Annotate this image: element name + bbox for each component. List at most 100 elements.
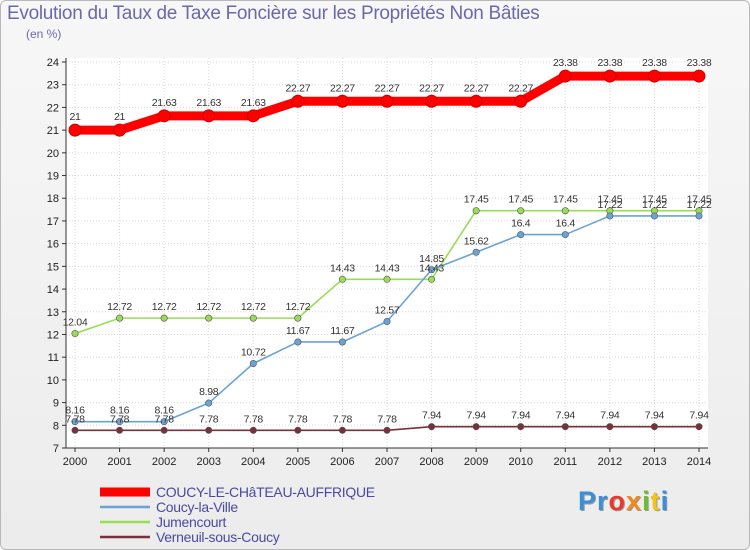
series-point-1 (71, 418, 79, 426)
data-label-1: 8.16 (110, 405, 130, 417)
series-point-1 (472, 248, 480, 256)
y-tick-label: 12 (47, 329, 59, 341)
series-point-1 (383, 318, 391, 326)
logo-letter: i (642, 486, 651, 516)
series-point-0 (113, 123, 127, 137)
logo-letter: t (650, 486, 661, 516)
data-label-0: 23.38 (597, 57, 622, 69)
data-label-0: 22.27 (375, 82, 400, 94)
data-label-2: 12.72 (152, 301, 177, 313)
data-label-0: 23.38 (687, 57, 712, 69)
series-point-0 (246, 109, 260, 123)
data-label-3: 7.78 (244, 413, 264, 425)
series-point-1 (695, 212, 703, 220)
data-label-3: 7.94 (600, 410, 620, 422)
series-point-1 (650, 212, 658, 220)
logo-letter: x (626, 486, 643, 516)
data-label-0: 23.38 (553, 57, 578, 69)
y-tick-label: 8 (53, 420, 59, 432)
x-tick-label: 2013 (642, 456, 666, 468)
series-point-2 (116, 314, 124, 322)
series-point-3 (249, 426, 257, 434)
x-tick-label: 2012 (598, 456, 622, 468)
series-point-3 (294, 426, 302, 434)
series-point-0 (469, 94, 483, 108)
data-label-1: 12.57 (375, 305, 400, 317)
data-label-0: 23.38 (642, 57, 667, 69)
data-label-3: 7.78 (155, 413, 175, 425)
series-point-3 (116, 426, 124, 434)
series-point-1 (116, 418, 124, 426)
x-tick-label: 2003 (196, 456, 220, 468)
data-label-3: 7.94 (556, 410, 576, 422)
series-point-1 (160, 418, 168, 426)
data-label-0: 22.27 (508, 82, 533, 94)
series-point-3 (472, 423, 480, 431)
series-point-3 (160, 426, 168, 434)
logo-letter: r (597, 486, 609, 516)
y-unit-label: (en %) (26, 27, 62, 41)
series-point-1 (561, 231, 569, 239)
data-label-0: 22.27 (419, 82, 444, 94)
legend-label-1: Coucy-la-Ville (156, 499, 238, 515)
y-tick-label: 7 (53, 443, 59, 455)
data-label-2: 17.45 (464, 194, 489, 206)
y-tick-label: 14 (47, 284, 59, 296)
series-point-3 (561, 423, 569, 431)
y-tick-label: 16 (47, 239, 59, 251)
x-tick-label: 2007 (375, 456, 399, 468)
y-tick-label: 21 (47, 125, 59, 137)
data-label-3: 7.78 (377, 413, 397, 425)
data-label-1: 17.22 (687, 199, 712, 211)
data-label-3: 7.94 (689, 410, 709, 422)
data-label-1: 16.4 (511, 218, 531, 230)
series-point-1 (205, 399, 213, 407)
data-label-2: 12.72 (241, 301, 266, 313)
series-point-0 (514, 94, 528, 108)
data-label-3: 7.78 (333, 413, 353, 425)
data-label-1: 17.22 (597, 199, 622, 211)
series-point-0 (558, 69, 572, 83)
x-tick-label: 2004 (241, 456, 265, 468)
series-point-2 (205, 314, 213, 322)
data-label-2: 17.45 (687, 194, 712, 206)
x-tick-label: 2008 (419, 456, 443, 468)
data-label-1: 8.98 (199, 386, 219, 398)
series-point-2 (160, 314, 168, 322)
series-point-2 (294, 314, 302, 322)
series-point-2 (561, 207, 569, 215)
data-label-0: 21.63 (196, 97, 221, 109)
data-label-2: 14.43 (375, 262, 400, 274)
y-tick-label: 10 (47, 375, 59, 387)
series-point-1 (294, 338, 302, 346)
data-label-2: 12.72 (285, 301, 310, 313)
series-point-2 (383, 275, 391, 283)
data-label-1: 15.62 (464, 235, 489, 247)
data-label-2: 17.45 (642, 194, 667, 206)
data-label-3: 7.78 (199, 413, 219, 425)
x-tick-label: 2014 (687, 456, 711, 468)
series-point-1 (249, 360, 257, 368)
series-point-1 (606, 212, 614, 220)
series-point-3 (338, 426, 346, 434)
data-label-2: 17.45 (508, 194, 533, 206)
data-label-3: 7.94 (422, 410, 442, 422)
series-point-3 (428, 423, 436, 431)
y-tick-label: 19 (47, 171, 59, 183)
data-label-0: 22.27 (464, 82, 489, 94)
x-tick-label: 2000 (63, 456, 87, 468)
series-point-0 (425, 94, 439, 108)
y-tick-label: 17 (47, 216, 59, 228)
proxiti-logo[interactable]: Proxiti (578, 486, 669, 517)
data-label-1: 11.67 (286, 325, 310, 337)
x-tick-label: 2002 (152, 456, 176, 468)
series-point-2 (472, 207, 480, 215)
series-point-0 (380, 94, 394, 108)
data-label-3: 7.78 (65, 413, 85, 425)
data-label-0: 21.63 (241, 97, 266, 109)
chart-title: Evolution du Taux de Taxe Foncière sur l… (7, 3, 540, 24)
series-point-3 (650, 423, 658, 431)
x-tick-label: 2011 (553, 456, 577, 468)
series-point-2 (428, 275, 436, 283)
series-point-3 (606, 423, 614, 431)
